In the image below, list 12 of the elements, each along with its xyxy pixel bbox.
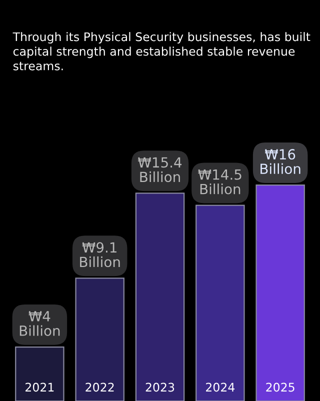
data-label: ₩9.1 Billion <box>80 242 120 268</box>
x-tick-label: 2025 <box>266 382 294 392</box>
x-tick-label: 2022 <box>86 382 114 392</box>
x-tick-label: 2024 <box>206 382 235 392</box>
data-label: ₩14.5 Billion <box>198 169 242 194</box>
bar <box>256 184 305 401</box>
text: Through its Physical Security businesses, has built capital strength and established stable revenue streams. <box>12 32 310 70</box>
data-label: ₩4 Billion <box>20 311 60 336</box>
x-tick-label: 2021 <box>26 382 54 392</box>
data-label: ₩16 Billion <box>260 149 300 174</box>
data-label: ₩15.4 Billion <box>138 157 182 182</box>
x-tick-label: 2023 <box>146 382 174 392</box>
